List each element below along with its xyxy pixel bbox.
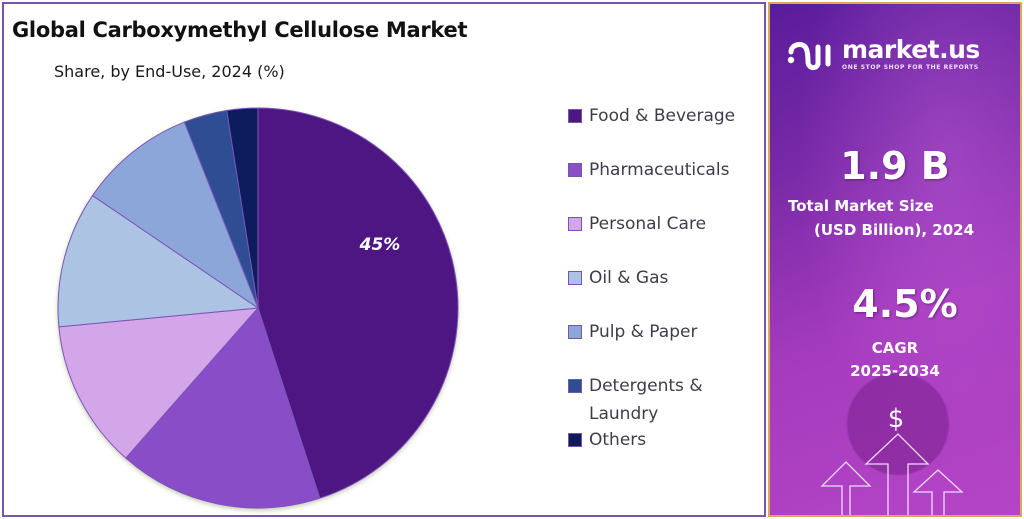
market-size-label-line1: Total Market Size	[788, 197, 934, 215]
market-size-label-line2: (USD Billion), 2024	[814, 221, 975, 239]
legend-item-personal-care: Personal Care	[568, 210, 759, 238]
pie-slice-others	[226, 107, 259, 309]
summary-panel: market.us ONE STOP SHOP FOR THE REPORTS …	[768, 2, 1022, 517]
cagr-label: CAGR	[871, 339, 919, 357]
dollar-icon: $	[887, 404, 905, 434]
legend-swatch	[568, 271, 582, 285]
cagr-value: 4.5%	[852, 282, 958, 326]
chart-title: Global Carboxymethyl Cellulose Market	[12, 18, 468, 42]
pie-slice-food-beverage	[257, 107, 459, 499]
legend-item-oil-gas: Oil & Gas	[568, 264, 759, 292]
legend-label: Food & Beverage	[589, 106, 736, 126]
legend-item-others: Others	[568, 426, 759, 454]
legend-item-detergents-laundry: Detergents & Laundry	[568, 372, 729, 428]
chart-subtitle: Share, by End-Use, 2024 (%)	[54, 62, 285, 81]
slice-label-food-beverage: 45%	[359, 235, 401, 255]
legend-label: Pulp & Paper	[589, 322, 698, 342]
legend-label: Detergents & Laundry	[589, 376, 703, 424]
legend-label: Pharmaceuticals	[589, 160, 730, 180]
legend-swatch	[568, 379, 582, 393]
legend-label: Oil & Gas	[589, 268, 669, 288]
market-size-value: 1.9 B	[840, 144, 950, 188]
pie-slice-pharmaceuticals	[125, 307, 321, 509]
logo-tagline: ONE STOP SHOP FOR THE REPORTS	[842, 64, 979, 71]
pie-chart: 45%	[50, 100, 466, 516]
legend-swatch	[568, 325, 582, 339]
pie-svg	[57, 107, 459, 509]
legend-item-pulp-paper: Pulp & Paper	[568, 318, 759, 346]
chart-panel: Global Carboxymethyl Cellulose Market Sh…	[2, 2, 766, 517]
pie-slice-pulp-paper	[91, 121, 260, 310]
legend-swatch	[568, 163, 582, 177]
legend-item-pharmaceuticals: Pharmaceuticals	[568, 156, 759, 184]
pie-slice-personal-care	[58, 307, 260, 459]
cagr-period: 2025-2034	[850, 362, 940, 380]
legend-swatch	[568, 109, 582, 123]
legend-item-food-beverage: Food & Beverage	[568, 102, 759, 130]
growth-arrows-icon	[820, 433, 964, 515]
logo-name: market.us	[842, 35, 980, 64]
legend-label: Others	[589, 430, 647, 450]
market-us-logo-icon	[787, 42, 831, 71]
legend-swatch	[568, 217, 582, 231]
market-us-logo: market.us ONE STOP SHOP FOR THE REPORTS	[786, 36, 980, 72]
pie-slice-oil-gas	[57, 194, 260, 328]
legend-label: Personal Care	[589, 214, 707, 234]
legend-swatch	[568, 433, 582, 447]
